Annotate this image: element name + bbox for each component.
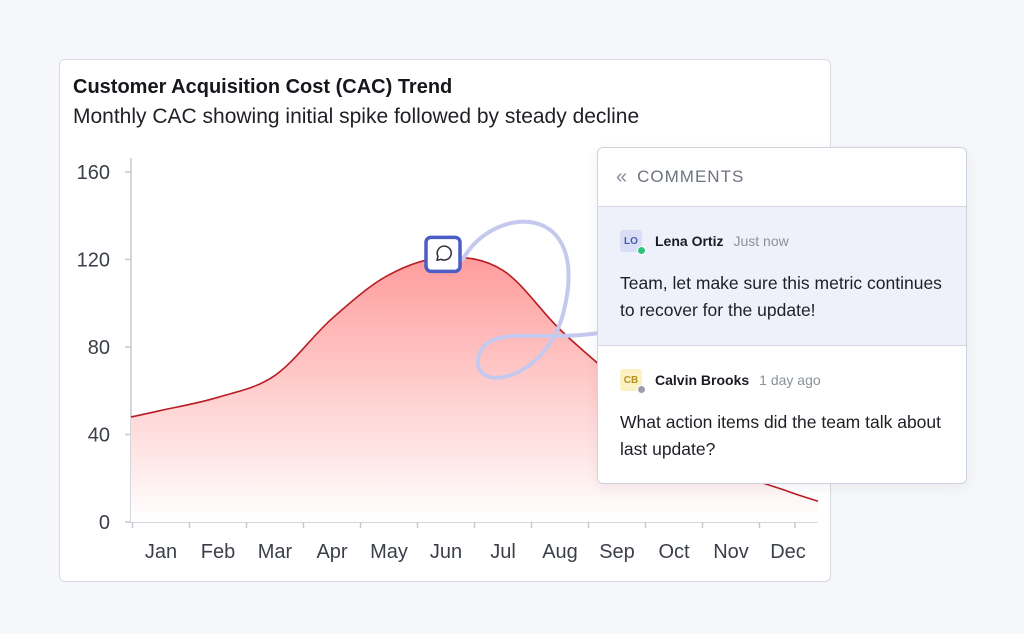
speech-bubble-icon	[436, 245, 452, 262]
chart-title: Customer Acquisition Cost (CAC) Trend	[73, 76, 453, 98]
avatar-initials: LO	[624, 235, 638, 247]
x-tick-label: Sep	[599, 541, 635, 563]
y-tick-label: 0	[99, 512, 110, 534]
comments-panel: « COMMENTS LO Lena Ortiz Just now Team, …	[597, 147, 967, 484]
x-tick-label: Apr	[316, 541, 347, 563]
x-tick-label: Jan	[145, 541, 177, 563]
x-tick-label: Feb	[201, 541, 235, 563]
avatar-initials: CB	[623, 374, 639, 386]
y-tick-label: 80	[88, 337, 110, 359]
avatar: LO	[620, 230, 646, 255]
avatar: CB	[620, 369, 646, 394]
x-tick-label: Dec	[770, 541, 806, 563]
offline-status-dot	[637, 385, 646, 394]
comment-item[interactable]: LO Lena Ortiz Just now Team, let make su…	[598, 207, 966, 346]
x-tick-label: Jul	[490, 541, 516, 563]
x-tick-label: Oct	[658, 541, 690, 563]
comment-author: Calvin Brooks	[655, 372, 750, 388]
comments-header: « COMMENTS	[598, 148, 966, 207]
comment-marker-button[interactable]	[424, 235, 462, 274]
comment-connector-arrow	[461, 219, 630, 380]
comment-text: Team, let make sure this metric continue…	[620, 273, 942, 320]
comment-text: What action items did the team talk abou…	[620, 412, 941, 459]
comment-item[interactable]: CB Calvin Brooks 1 day ago What action i…	[598, 346, 966, 483]
comment-timestamp: Just now	[733, 233, 789, 249]
double-chevron-left-icon[interactable]: «	[616, 166, 628, 188]
x-tick-label: Nov	[713, 541, 749, 563]
comments-title: COMMENTS	[637, 167, 745, 186]
online-status-dot	[637, 246, 646, 255]
y-tick-label: 40	[88, 425, 110, 447]
x-tick-label: Aug	[542, 541, 578, 563]
chart-subtitle: Monthly CAC showing initial spike follow…	[73, 105, 640, 128]
comment-author: Lena Ortiz	[655, 233, 724, 249]
comment-timestamp: 1 day ago	[759, 372, 821, 388]
y-tick-label: 160	[77, 162, 110, 184]
x-tick-label: May	[370, 541, 408, 563]
comment-marker-box[interactable]	[424, 235, 462, 274]
x-tick-label: Mar	[258, 541, 293, 563]
y-tick-label: 120	[77, 250, 110, 272]
x-tick-label: Jun	[430, 541, 462, 563]
